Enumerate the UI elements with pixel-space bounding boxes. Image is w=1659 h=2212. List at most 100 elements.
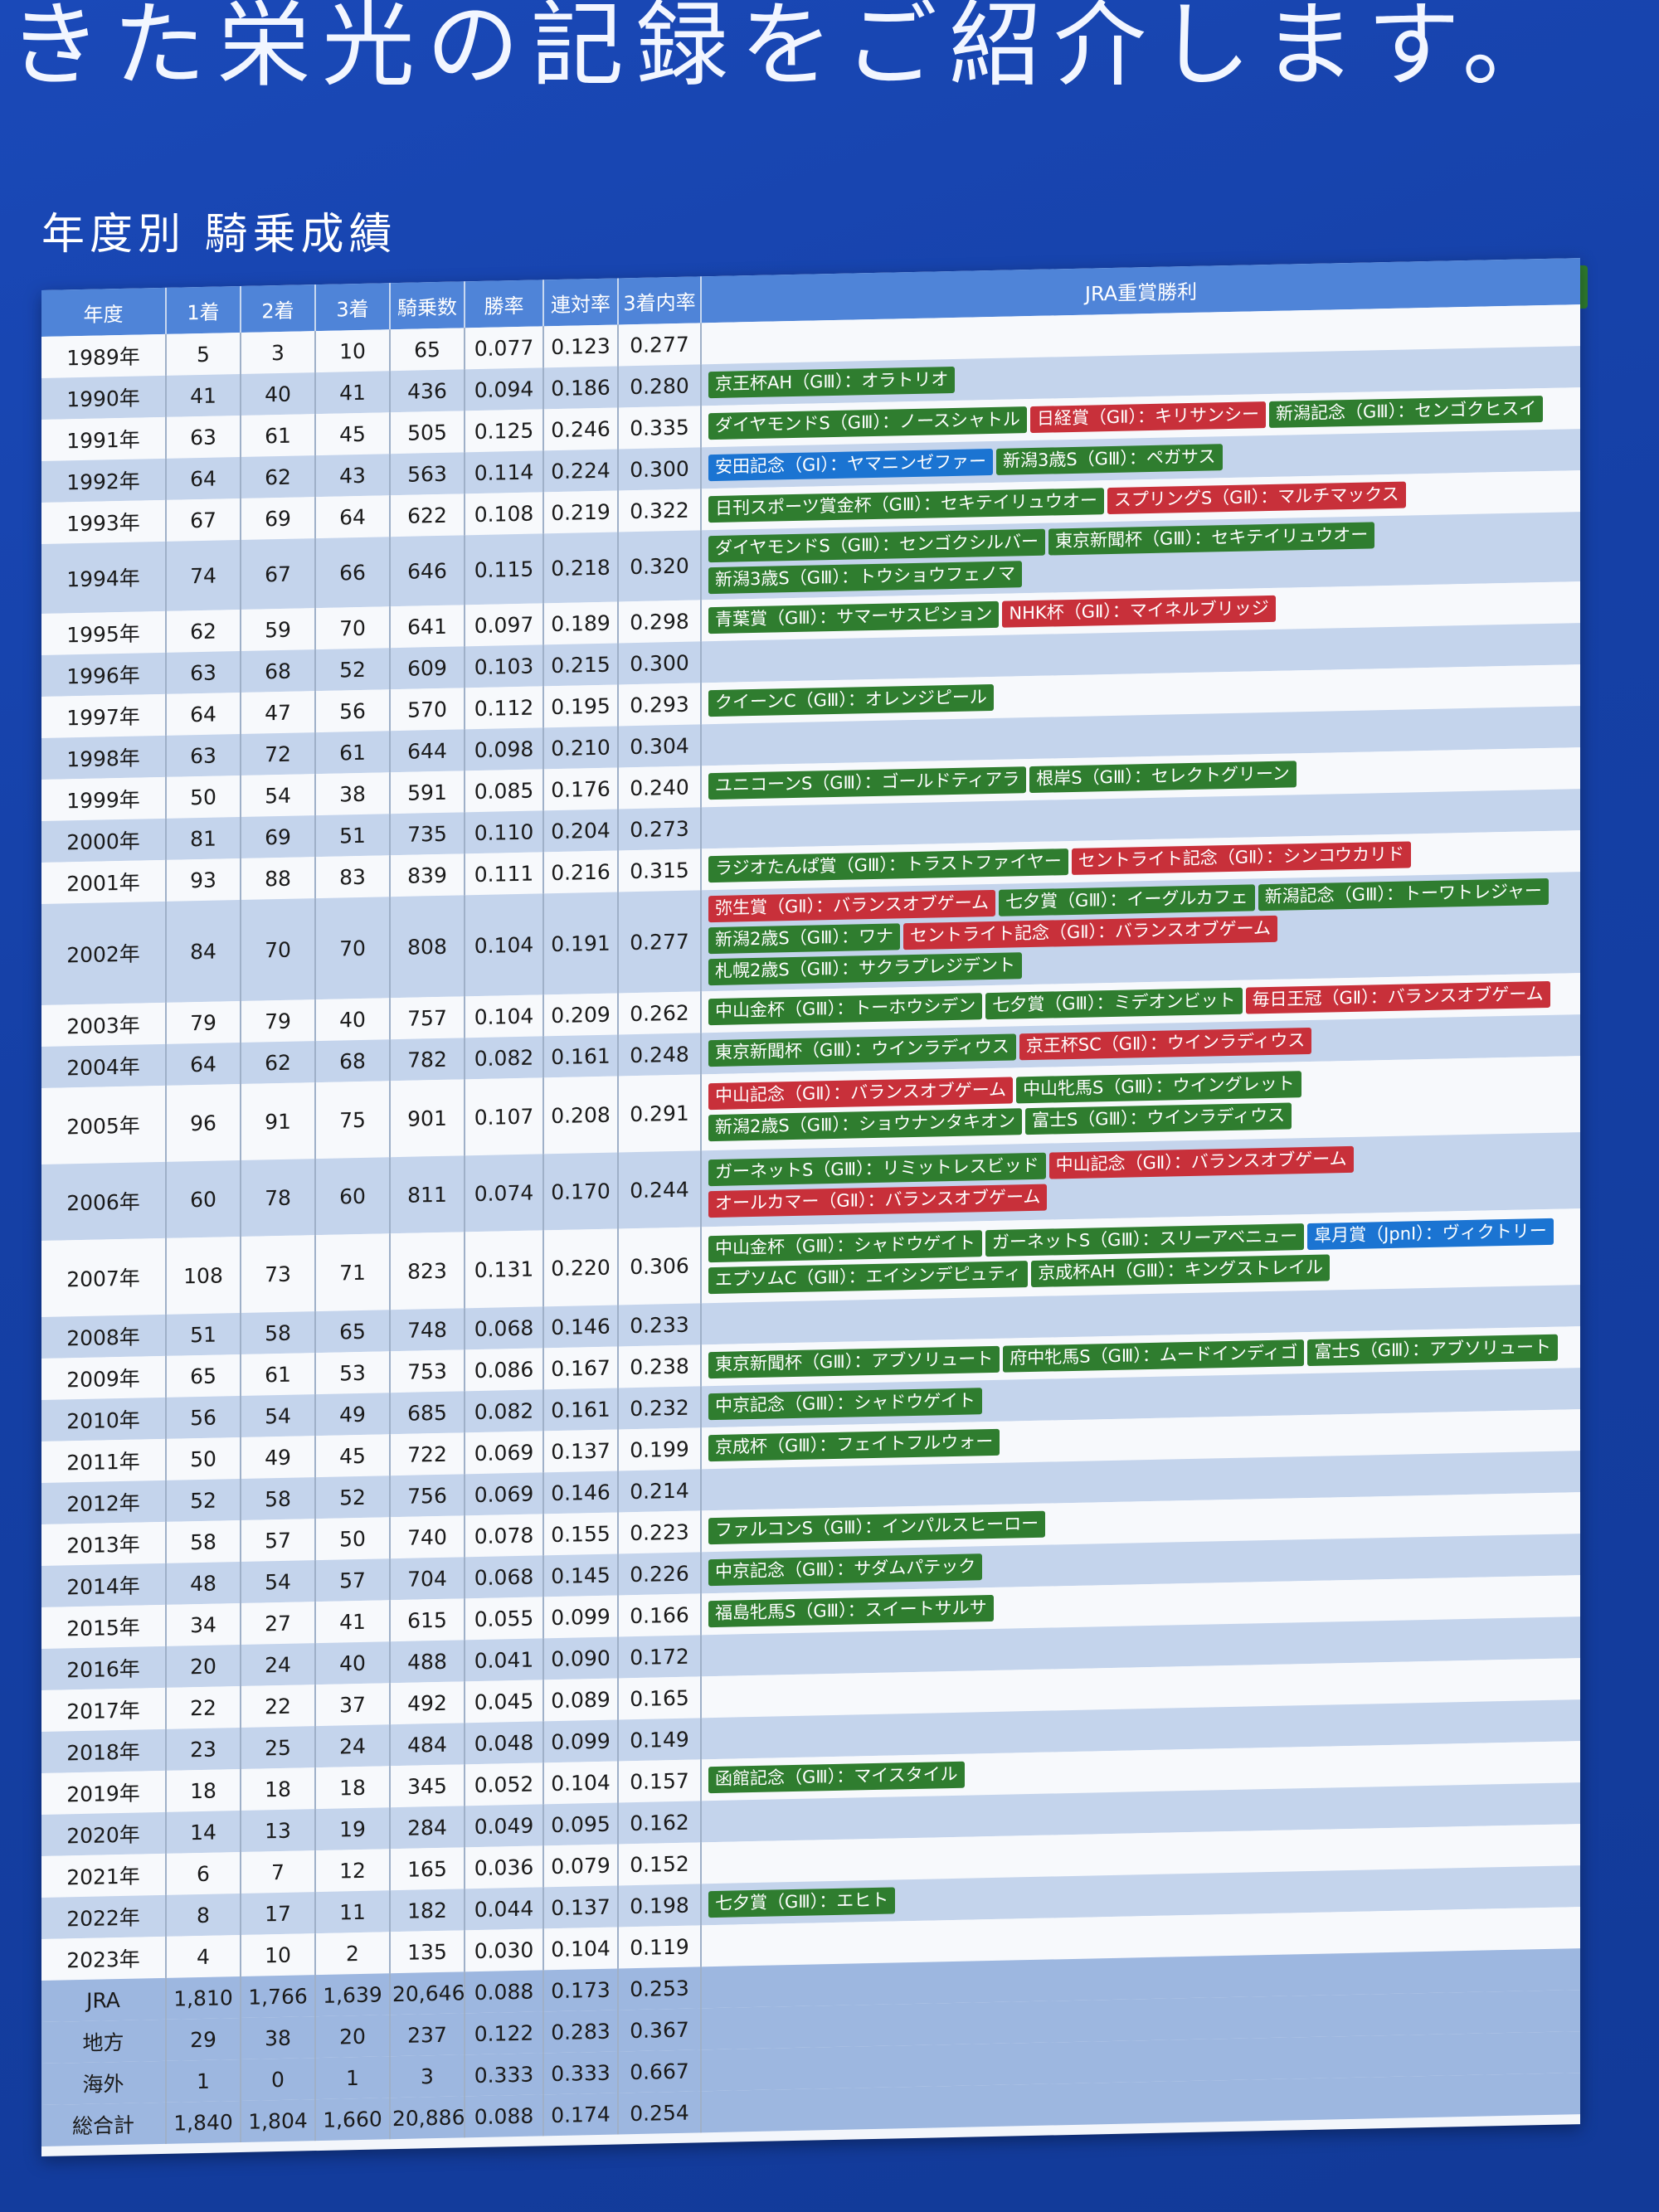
cell-first: 81 [166, 816, 241, 860]
cell-quin: 0.174 [543, 2093, 618, 2137]
cell-quin: 0.216 [543, 850, 618, 894]
cell-third: 53 [315, 1351, 390, 1395]
cell-first: 8 [166, 1893, 241, 1937]
cell-third: 61 [315, 731, 390, 775]
cell-first: 1,810 [166, 1976, 241, 2020]
grade-win-badge: 安田記念（GⅠ）：ヤマニンゼファー [708, 448, 993, 482]
cell-show: 0.199 [618, 1427, 701, 1471]
cell-win: 0.125 [465, 409, 543, 453]
cell-year: 2020年 [41, 1811, 166, 1856]
grade-win-badge: 中山牝馬S（GⅢ）：ウイングレット [1016, 1071, 1301, 1104]
cell-quin: 0.173 [543, 1968, 618, 2012]
cell-win: 0.088 [465, 1970, 543, 2014]
cell-win: 0.082 [465, 1036, 543, 1080]
cell-second: 62 [241, 455, 315, 498]
cell-win: 0.069 [465, 1472, 543, 1516]
cell-show: 0.280 [618, 364, 701, 408]
cell-third: 45 [315, 1434, 390, 1478]
grade-win-badge: 東京新聞杯（GⅢ）：ウインラディウス [708, 1033, 1016, 1067]
cell-third: 70 [315, 897, 390, 1000]
cell-first: 50 [166, 775, 241, 819]
cell-rides: 345 [390, 1764, 465, 1808]
cell-win: 0.097 [465, 603, 543, 647]
cell-quin: 0.161 [543, 1388, 618, 1432]
cell-rides: 735 [390, 812, 465, 856]
cell-rides: 484 [390, 1723, 465, 1767]
cell-show: 0.277 [618, 323, 701, 367]
cell-rides: 65 [390, 328, 465, 372]
cell-year: 2008年 [41, 1314, 166, 1359]
cell-first: 48 [166, 1561, 241, 1605]
cell-third: 2 [315, 1932, 390, 1976]
cell-second: 0 [241, 2058, 315, 2101]
cell-win: 0.036 [465, 1845, 543, 1889]
cell-quin: 0.155 [543, 1512, 618, 1556]
cell-third: 40 [315, 1641, 390, 1685]
cell-third: 43 [315, 454, 390, 498]
grade-win-badge: オールカマー（GⅡ）：バランスオブゲーム [708, 1184, 1048, 1218]
cell-third: 37 [315, 1683, 390, 1727]
cell-rides: 570 [390, 688, 465, 732]
cell-win: 0.114 [465, 450, 543, 494]
cell-first: 64 [166, 692, 241, 736]
cell-second: 40 [241, 372, 315, 416]
cell-rides: 165 [390, 1847, 465, 1891]
cell-third: 11 [315, 1890, 390, 1934]
cell-quin: 0.104 [543, 1927, 618, 1971]
cell-year: 2003年 [41, 1002, 166, 1047]
cell-win: 0.074 [465, 1154, 543, 1232]
cell-third: 65 [315, 1310, 390, 1354]
cell-year: 2022年 [41, 1894, 166, 1939]
cell-first: 34 [166, 1602, 241, 1646]
cell-show: 0.253 [618, 1966, 701, 2010]
cell-second: 73 [241, 1235, 315, 1313]
cell-first: 84 [166, 899, 241, 1003]
cell-third: 12 [315, 1849, 390, 1893]
cell-first: 58 [166, 1519, 241, 1563]
cell-win: 0.094 [465, 367, 543, 411]
grade-win-badge: 京成杯AH（GⅢ）：キングストレイル [1031, 1254, 1331, 1288]
grade-win-badge: ガーネットS（GⅢ）：スリーアベニュー [985, 1223, 1305, 1257]
cell-third: 57 [315, 1558, 390, 1602]
cell-win: 0.110 [465, 810, 543, 854]
grade-win-badge: 七夕賞（GⅢ）：エヒト [708, 1887, 896, 1918]
column-header: 3着内率 [618, 276, 701, 325]
cell-show: 0.165 [618, 1676, 701, 1720]
cell-show: 0.306 [618, 1227, 701, 1305]
grade-win-badge: セントライト記念（GⅡ）：バランスオブゲーム [902, 915, 1278, 950]
cell-third: 52 [315, 1475, 390, 1519]
cell-rides: 563 [390, 452, 465, 496]
cell-win: 0.103 [465, 644, 543, 688]
cell-show: 0.335 [618, 406, 701, 450]
cell-rides: 615 [390, 1598, 465, 1642]
cell-rides: 237 [390, 2013, 465, 2057]
cell-second: 58 [241, 1311, 315, 1354]
cell-show: 0.232 [618, 1386, 701, 1430]
cell-first: 64 [166, 1042, 241, 1086]
cell-second: 13 [241, 1809, 315, 1852]
cell-grade-wins: 弥生賞（GⅡ）：バランスオブゲーム 七夕賞（GⅢ）：イーグルカフェ 新潟記念（GⅢ）… [701, 872, 1580, 992]
cell-first: 52 [166, 1478, 241, 1522]
cell-quin: 0.283 [543, 2010, 618, 2054]
cell-win: 0.098 [465, 727, 543, 771]
grade-win-badge: 毎日王冠（GⅡ）：バランスオブゲーム [1245, 980, 1550, 1014]
cell-show: 0.291 [618, 1074, 701, 1153]
grade-win-badge: 新潟3歳S（GⅢ）：トウショウフェノマ [708, 561, 1022, 595]
cell-rides: 436 [390, 369, 465, 413]
cell-quin: 0.219 [543, 490, 618, 534]
cell-second: 68 [241, 649, 315, 693]
cell-year: 2013年 [41, 1521, 166, 1566]
cell-rides: 722 [390, 1432, 465, 1476]
grade-win-badge: 京成杯（GⅢ）：フェイトフルウォー [708, 1428, 1000, 1462]
cell-rides: 740 [390, 1515, 465, 1559]
cell-third: 1,639 [315, 1973, 390, 2017]
results-table: 年度 1着 2着 3着 騎乗数 勝率 連対率 3着内率 JRA重賞勝利 1989年 5 3 10 65 0… [41, 258, 1580, 2146]
cell-show: 0.277 [618, 890, 701, 994]
grade-win-badge: クイーンC（GⅢ）：オレンジピール [708, 683, 994, 717]
cell-first: 63 [166, 650, 241, 694]
cell-first: 14 [166, 1810, 241, 1854]
cell-quin: 0.210 [543, 726, 618, 770]
column-header: 3着 [315, 283, 390, 332]
cell-second: 70 [241, 898, 315, 1001]
cell-year: 1997年 [41, 693, 166, 738]
